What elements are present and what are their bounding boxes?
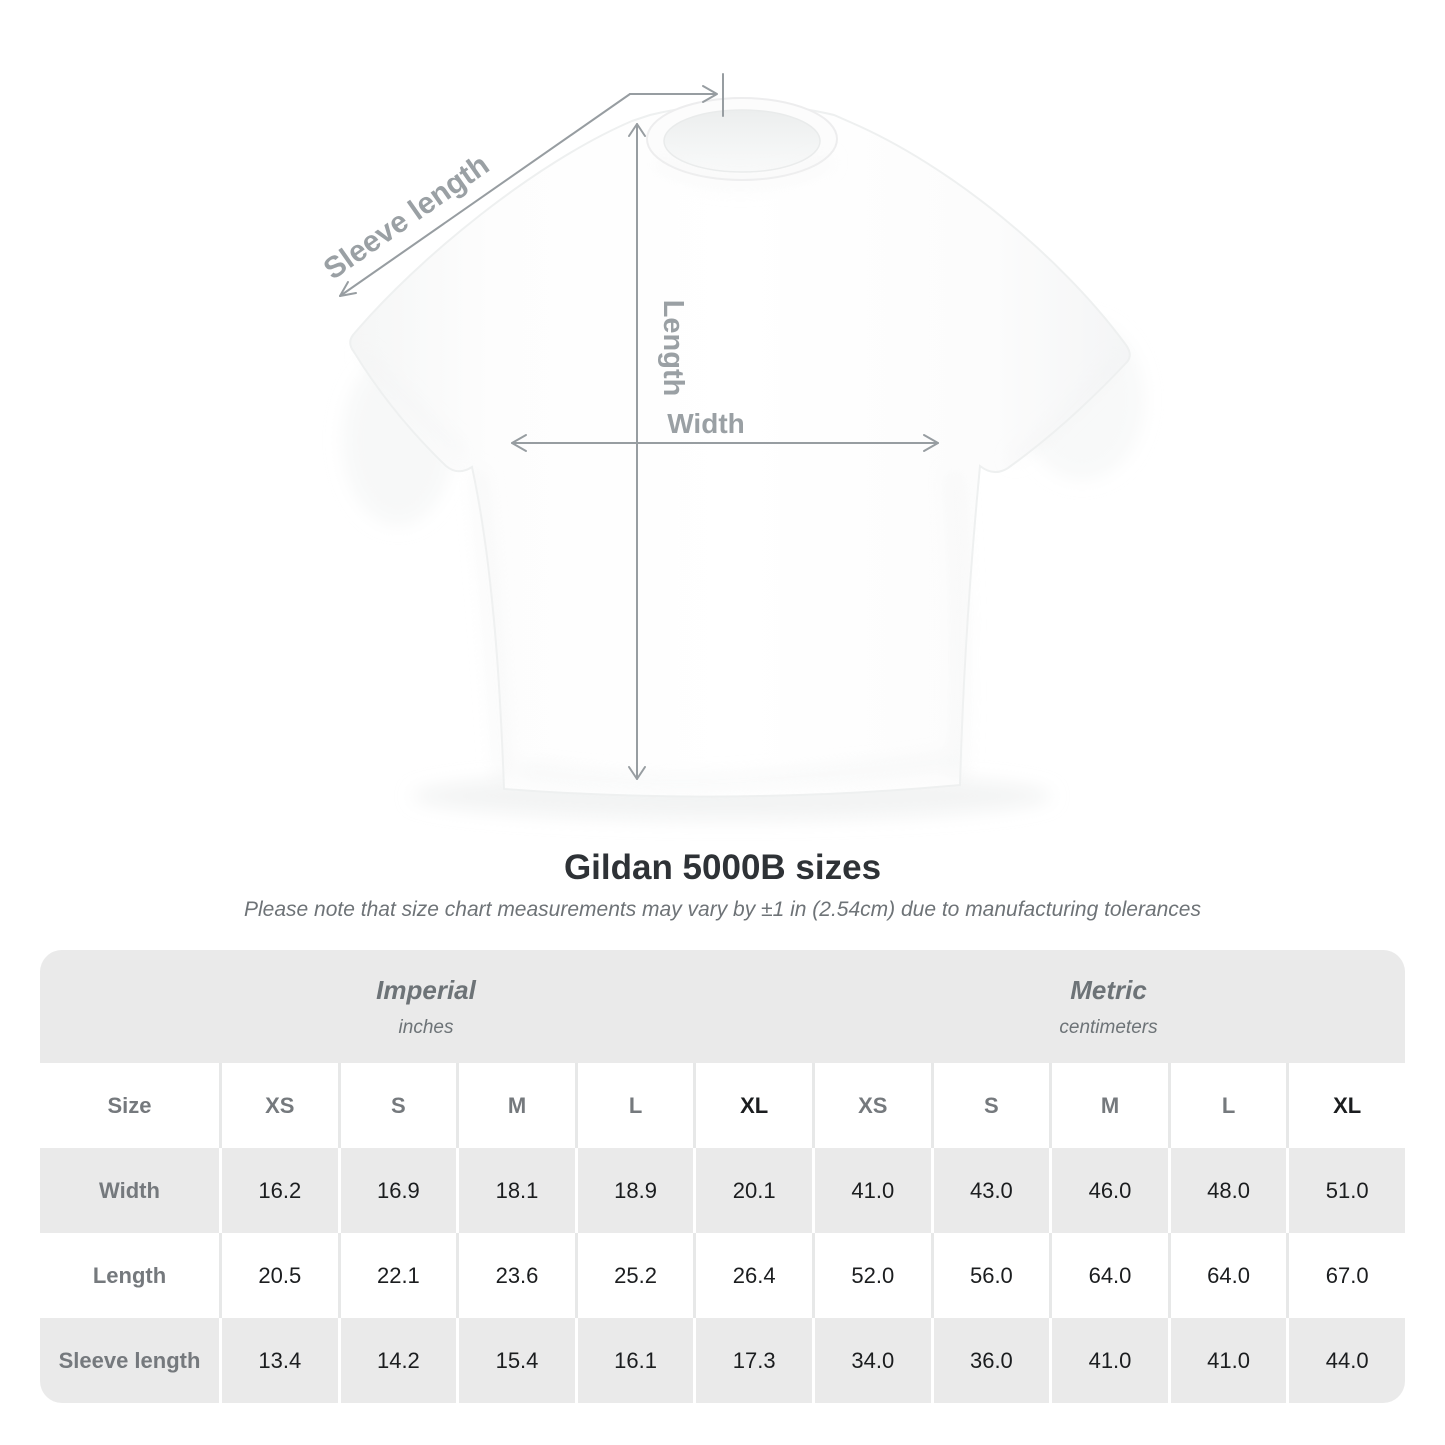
sleeve-length-dimension-line [339, 73, 724, 297]
size-header-cell: L [574, 1063, 694, 1148]
tshirt-silhouette [349, 103, 1131, 798]
value-cell: 18.1 [456, 1148, 575, 1233]
length-dimension-label: Length [657, 300, 689, 397]
length-row: Length 20.5 22.1 23.6 25.2 26.4 52.0 56.… [40, 1233, 1405, 1318]
imperial-header: Imperial inches [40, 950, 812, 1063]
value-cell: 44.0 [1286, 1318, 1405, 1403]
fold-shadows [359, 156, 1121, 788]
value-cell: 15.4 [456, 1318, 575, 1403]
value-cell: 48.0 [1167, 1148, 1287, 1233]
value-cell: 18.9 [574, 1148, 694, 1233]
value-cell: 13.4 [219, 1318, 338, 1403]
value-cell: 16.2 [219, 1148, 338, 1233]
metric-label: Metric [1070, 974, 1147, 1005]
value-cell: 23.6 [456, 1233, 575, 1318]
value-cell: 25.2 [574, 1233, 694, 1318]
size-header-cell: L [1167, 1063, 1287, 1148]
row-label: Length [92, 1262, 167, 1288]
value-cell: 67.0 [1286, 1233, 1405, 1318]
size-header-cell: XL [1286, 1063, 1405, 1148]
size-header-cell: XL [693, 1063, 812, 1148]
size-table: Imperial inches Metric centimeters Size … [40, 950, 1405, 1403]
metric-unit: centimeters [1059, 1016, 1158, 1038]
value-cell: 43.0 [930, 1148, 1050, 1233]
dimension-lines [339, 73, 939, 780]
sleeve-length-row: Sleeve length 13.4 14.2 15.4 16.1 17.3 3… [40, 1318, 1405, 1403]
value-cell: 16.1 [574, 1318, 694, 1403]
tolerance-note: Please note that size chart measurements… [244, 898, 1201, 921]
size-header-cell: M [1049, 1063, 1168, 1148]
value-cell: 64.0 [1167, 1233, 1287, 1318]
value-cell: 22.1 [337, 1233, 457, 1318]
value-cell: 26.4 [693, 1233, 812, 1318]
size-header-cell: XS [219, 1063, 338, 1148]
size-header-cell: S [337, 1063, 457, 1148]
value-cell: 46.0 [1049, 1148, 1168, 1233]
value-cell: 20.1 [693, 1148, 812, 1233]
value-cell: 41.0 [811, 1148, 931, 1233]
size-header-row: Size XS S M L XL XS S M L XL [40, 1063, 1405, 1148]
value-cell: 36.0 [930, 1318, 1050, 1403]
row-label: Sleeve length [58, 1347, 201, 1373]
length-dimension-line [628, 123, 646, 780]
collar-inner [663, 109, 821, 173]
value-cell: 16.9 [337, 1148, 457, 1233]
value-cell: 64.0 [1049, 1233, 1168, 1318]
imperial-unit: inches [398, 1016, 454, 1038]
value-cell: 41.0 [1049, 1318, 1168, 1403]
tshirt-graphic [349, 97, 1131, 798]
size-header-cell: XS [811, 1063, 931, 1148]
tshirt-measurement-diagram: Sleeve length Length Width [318, 73, 1144, 820]
metric-header: Metric centimeters [812, 950, 1405, 1063]
size-column-header: Size [107, 1092, 152, 1118]
size-header-cell: M [456, 1063, 575, 1148]
unit-header-row: Imperial inches Metric centimeters [40, 950, 1405, 1063]
value-cell: 41.0 [1167, 1318, 1287, 1403]
row-label: Width [99, 1177, 160, 1203]
width-dimension-line [511, 434, 939, 452]
value-cell: 56.0 [930, 1233, 1050, 1318]
width-row: Width 16.2 16.9 18.1 18.9 20.1 41.0 43.0… [40, 1148, 1405, 1233]
width-dimension-label: Width [667, 408, 745, 439]
imperial-label: Imperial [376, 974, 476, 1005]
value-cell: 51.0 [1286, 1148, 1405, 1233]
value-cell: 17.3 [693, 1318, 812, 1403]
value-cell: 34.0 [811, 1318, 931, 1403]
value-cell: 20.5 [219, 1233, 338, 1318]
value-cell: 14.2 [337, 1318, 457, 1403]
value-cell: 52.0 [811, 1233, 931, 1318]
page-title: Gildan 5000B sizes [563, 848, 882, 887]
size-header-cell: S [930, 1063, 1050, 1148]
